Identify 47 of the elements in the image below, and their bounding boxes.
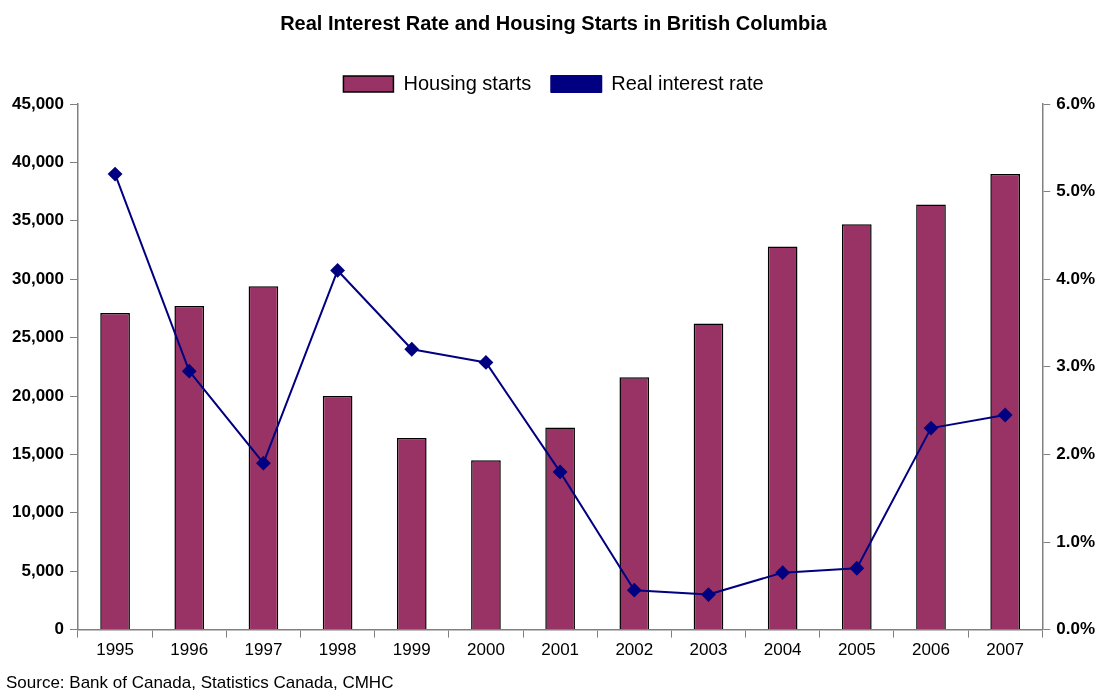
y2-tick-label: 3.0%	[1056, 356, 1095, 376]
y-tick-label: 30,000	[12, 268, 64, 288]
point	[627, 583, 642, 598]
source-note: Source: Bank of Canada, Statistics Canada, CMHC	[6, 673, 394, 693]
y2-tick-label: 4.0%	[1056, 268, 1095, 288]
legend-label: Housing starts	[403, 71, 532, 94]
y2-tick-label: 2.0%	[1056, 444, 1095, 464]
legend-label: Real interest rate	[611, 71, 764, 94]
point	[553, 464, 568, 479]
point	[330, 263, 345, 278]
x-tick-label: 2004	[763, 640, 802, 660]
point	[478, 355, 493, 370]
point	[998, 407, 1013, 422]
y-tick-label: 40,000	[12, 152, 64, 172]
y2-tick-label: 5.0%	[1056, 181, 1095, 201]
x-tick-label: 2006	[912, 640, 950, 660]
x-tick-label: 1996	[170, 640, 209, 660]
point	[701, 587, 716, 602]
y-tick-label: 5,000	[21, 560, 64, 580]
point	[182, 364, 197, 379]
y-tick-label: 20,000	[12, 385, 64, 405]
point	[923, 421, 938, 436]
y-tick-label: 15,000	[12, 444, 64, 464]
y-tick-label: 45,000	[12, 93, 64, 113]
y-tick-label: 35,000	[12, 210, 64, 230]
x-tick-label: 2005	[837, 640, 876, 660]
x-tick-label: 1997	[244, 640, 283, 660]
x-tick-label: 2000	[467, 640, 505, 660]
x-tick-label: 1995	[96, 640, 134, 660]
chart-title: Real Interest Rate and Housing Starts in British Columbia	[280, 11, 828, 34]
y-tick-label: 25,000	[12, 327, 64, 347]
y-tick-label: 0	[54, 619, 64, 639]
y2-tick-label: 1.0%	[1056, 531, 1095, 551]
x-tick-label: 2003	[689, 640, 728, 660]
x-tick-label: 1999	[392, 640, 431, 660]
x-tick-label: 2002	[615, 640, 654, 660]
x-tick-label: 2001	[541, 640, 580, 660]
x-tick-label: 2007	[986, 640, 1025, 660]
point	[404, 342, 419, 357]
point	[256, 456, 271, 471]
point	[108, 167, 123, 182]
y2-tick-label: 0.0%	[1056, 619, 1095, 639]
y-tick-label: 10,000	[12, 502, 64, 522]
y2-tick-label: 6.0%	[1056, 93, 1095, 113]
point	[775, 565, 790, 580]
x-tick-label: 1998	[318, 640, 357, 660]
point	[849, 561, 864, 576]
